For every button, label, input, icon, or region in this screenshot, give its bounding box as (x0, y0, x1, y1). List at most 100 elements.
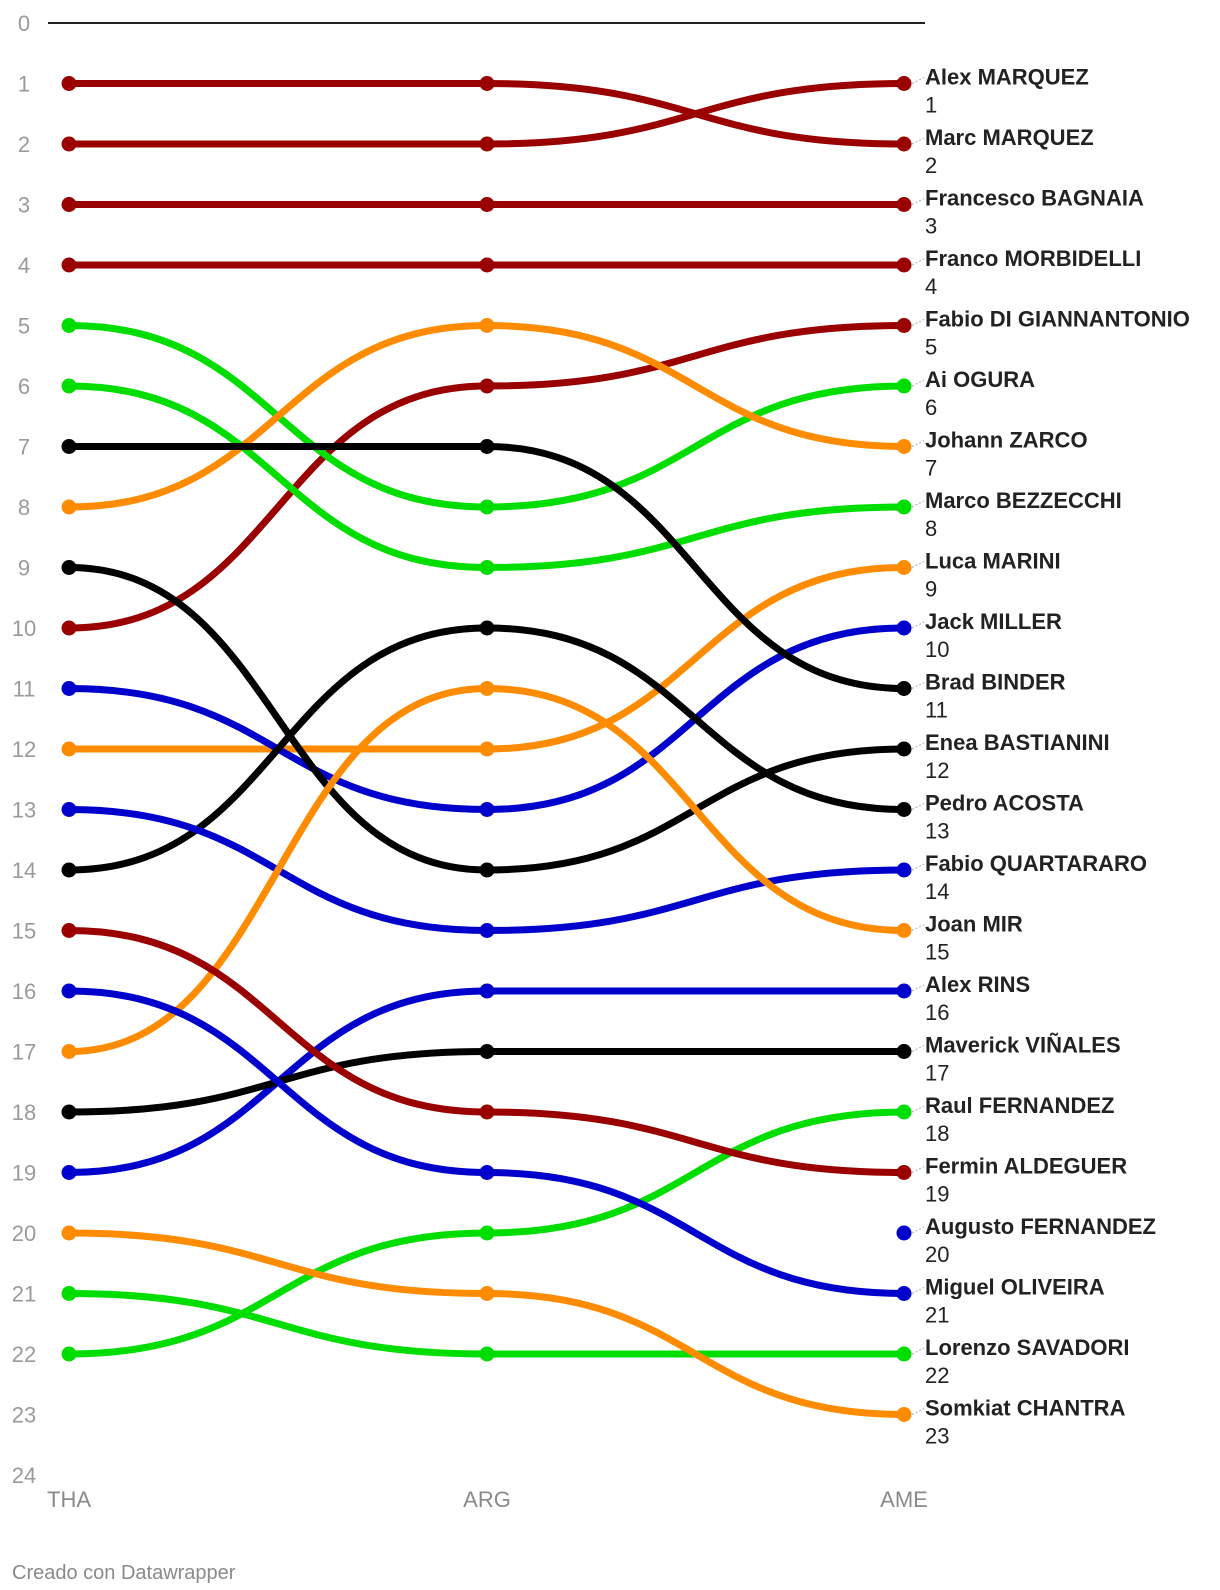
rider-name-label: Ai OGURA (925, 367, 1035, 392)
series-line (65, 322, 908, 632)
y-tick-label: 4 (18, 253, 30, 278)
y-tick-label: 9 (18, 556, 30, 581)
series-point (896, 802, 912, 817)
series-point (479, 983, 495, 999)
rider-position-label: 10 (925, 637, 949, 662)
rider-name-label: Enea BASTIANINI (925, 730, 1110, 755)
rider-position-label: 8 (925, 516, 937, 541)
y-tick-label: 12 (12, 737, 36, 762)
series-line (65, 442, 908, 692)
series-point (896, 983, 912, 999)
label-connector (911, 682, 925, 689)
y-tick-label: 17 (12, 1040, 36, 1065)
series-point (896, 499, 912, 515)
series-point (61, 1044, 77, 1059)
series-point (61, 318, 77, 333)
series-point (479, 1225, 495, 1241)
y-tick-label: 5 (18, 314, 30, 339)
series-point (896, 257, 912, 273)
series-point (61, 499, 77, 515)
rider-position-label: 12 (925, 758, 949, 783)
rider-position-label: 11 (925, 698, 948, 723)
series-point (479, 1346, 495, 1362)
rider-name-label: Marco BEZZECCHI (925, 488, 1122, 513)
label-connector (911, 803, 925, 810)
series-point (896, 1104, 912, 1120)
rider-position-label: 22 (925, 1363, 949, 1388)
rider-name-label: Johann ZARCO (925, 428, 1088, 453)
series-line (65, 382, 908, 572)
rider-position-label: 23 (925, 1424, 949, 1449)
rider-name-label: Fabio DI GIANNANTONIO (925, 307, 1190, 332)
label-connector (911, 863, 925, 871)
series-point (61, 923, 77, 938)
label-connector (911, 1287, 925, 1294)
x-tick-label: AME (880, 1487, 928, 1512)
rider-position-label: 9 (925, 577, 937, 602)
series-point (896, 439, 912, 454)
label-connector (911, 258, 925, 266)
label-connector (911, 1408, 925, 1415)
series-point (896, 862, 912, 878)
x-tick-label: ARG (463, 1487, 511, 1512)
series-point (479, 499, 495, 515)
series-point (896, 197, 912, 212)
rider-name-label: Marc MARQUEZ (925, 125, 1094, 150)
rider-name-label: Francesco BAGNAIA (925, 186, 1144, 211)
rider-position-label: 18 (925, 1121, 949, 1146)
series-line (65, 927, 908, 1176)
series-point (896, 923, 912, 938)
series-point (479, 681, 495, 696)
y-tick-label: 21 (12, 1282, 36, 1307)
series-point (479, 862, 495, 878)
x-tick-label: THA (47, 1487, 91, 1512)
y-tick-label: 19 (12, 1161, 36, 1186)
label-connector (911, 1226, 925, 1234)
series-point (61, 257, 77, 273)
series-point (479, 923, 495, 938)
series-point (896, 1044, 912, 1059)
y-tick-label: 3 (18, 193, 30, 218)
rider-position-label: 13 (925, 819, 949, 844)
series-point (479, 318, 495, 333)
y-tick-label: 22 (12, 1342, 36, 1367)
y-tick-label: 18 (12, 1100, 36, 1125)
series-line (65, 564, 908, 753)
series-point (61, 76, 77, 91)
series-point (479, 378, 495, 394)
series-point (61, 620, 77, 636)
label-connector (911, 742, 925, 750)
rider-name-label: Alex MARQUEZ (925, 65, 1089, 90)
series-point (896, 378, 912, 394)
rider-name-label: Pedro ACOSTA (925, 791, 1084, 816)
label-connector (911, 379, 925, 387)
series-point (61, 378, 77, 394)
series-line (65, 1290, 908, 1358)
label-connector (911, 1105, 925, 1113)
rider-position-label: 6 (925, 395, 937, 420)
series-point (896, 136, 912, 152)
label-connector (911, 319, 925, 326)
series-point (896, 1407, 912, 1422)
label-connector (911, 440, 925, 447)
series-point (896, 560, 912, 575)
series-point (61, 1346, 77, 1362)
series-point (61, 1104, 77, 1120)
label-connector (911, 1045, 925, 1052)
series-point (479, 136, 495, 152)
series-line (65, 564, 908, 874)
rider-position-label: 7 (925, 456, 937, 481)
rider-position-label: 14 (925, 879, 949, 904)
y-tick-label: 2 (18, 132, 30, 157)
series-point (896, 620, 912, 636)
rider-name-label: Raul FERNANDEZ (925, 1093, 1114, 1118)
y-tick-label: 15 (12, 919, 36, 944)
rider-name-label: Augusto FERNANDEZ (925, 1214, 1156, 1239)
label-connector (911, 1166, 925, 1173)
series-point (479, 1286, 495, 1301)
series-point (479, 1104, 495, 1120)
rider-name-label: Fermin ALDEGUER (925, 1154, 1127, 1179)
series-point (61, 1225, 77, 1241)
rider-position-label: 3 (925, 214, 937, 239)
